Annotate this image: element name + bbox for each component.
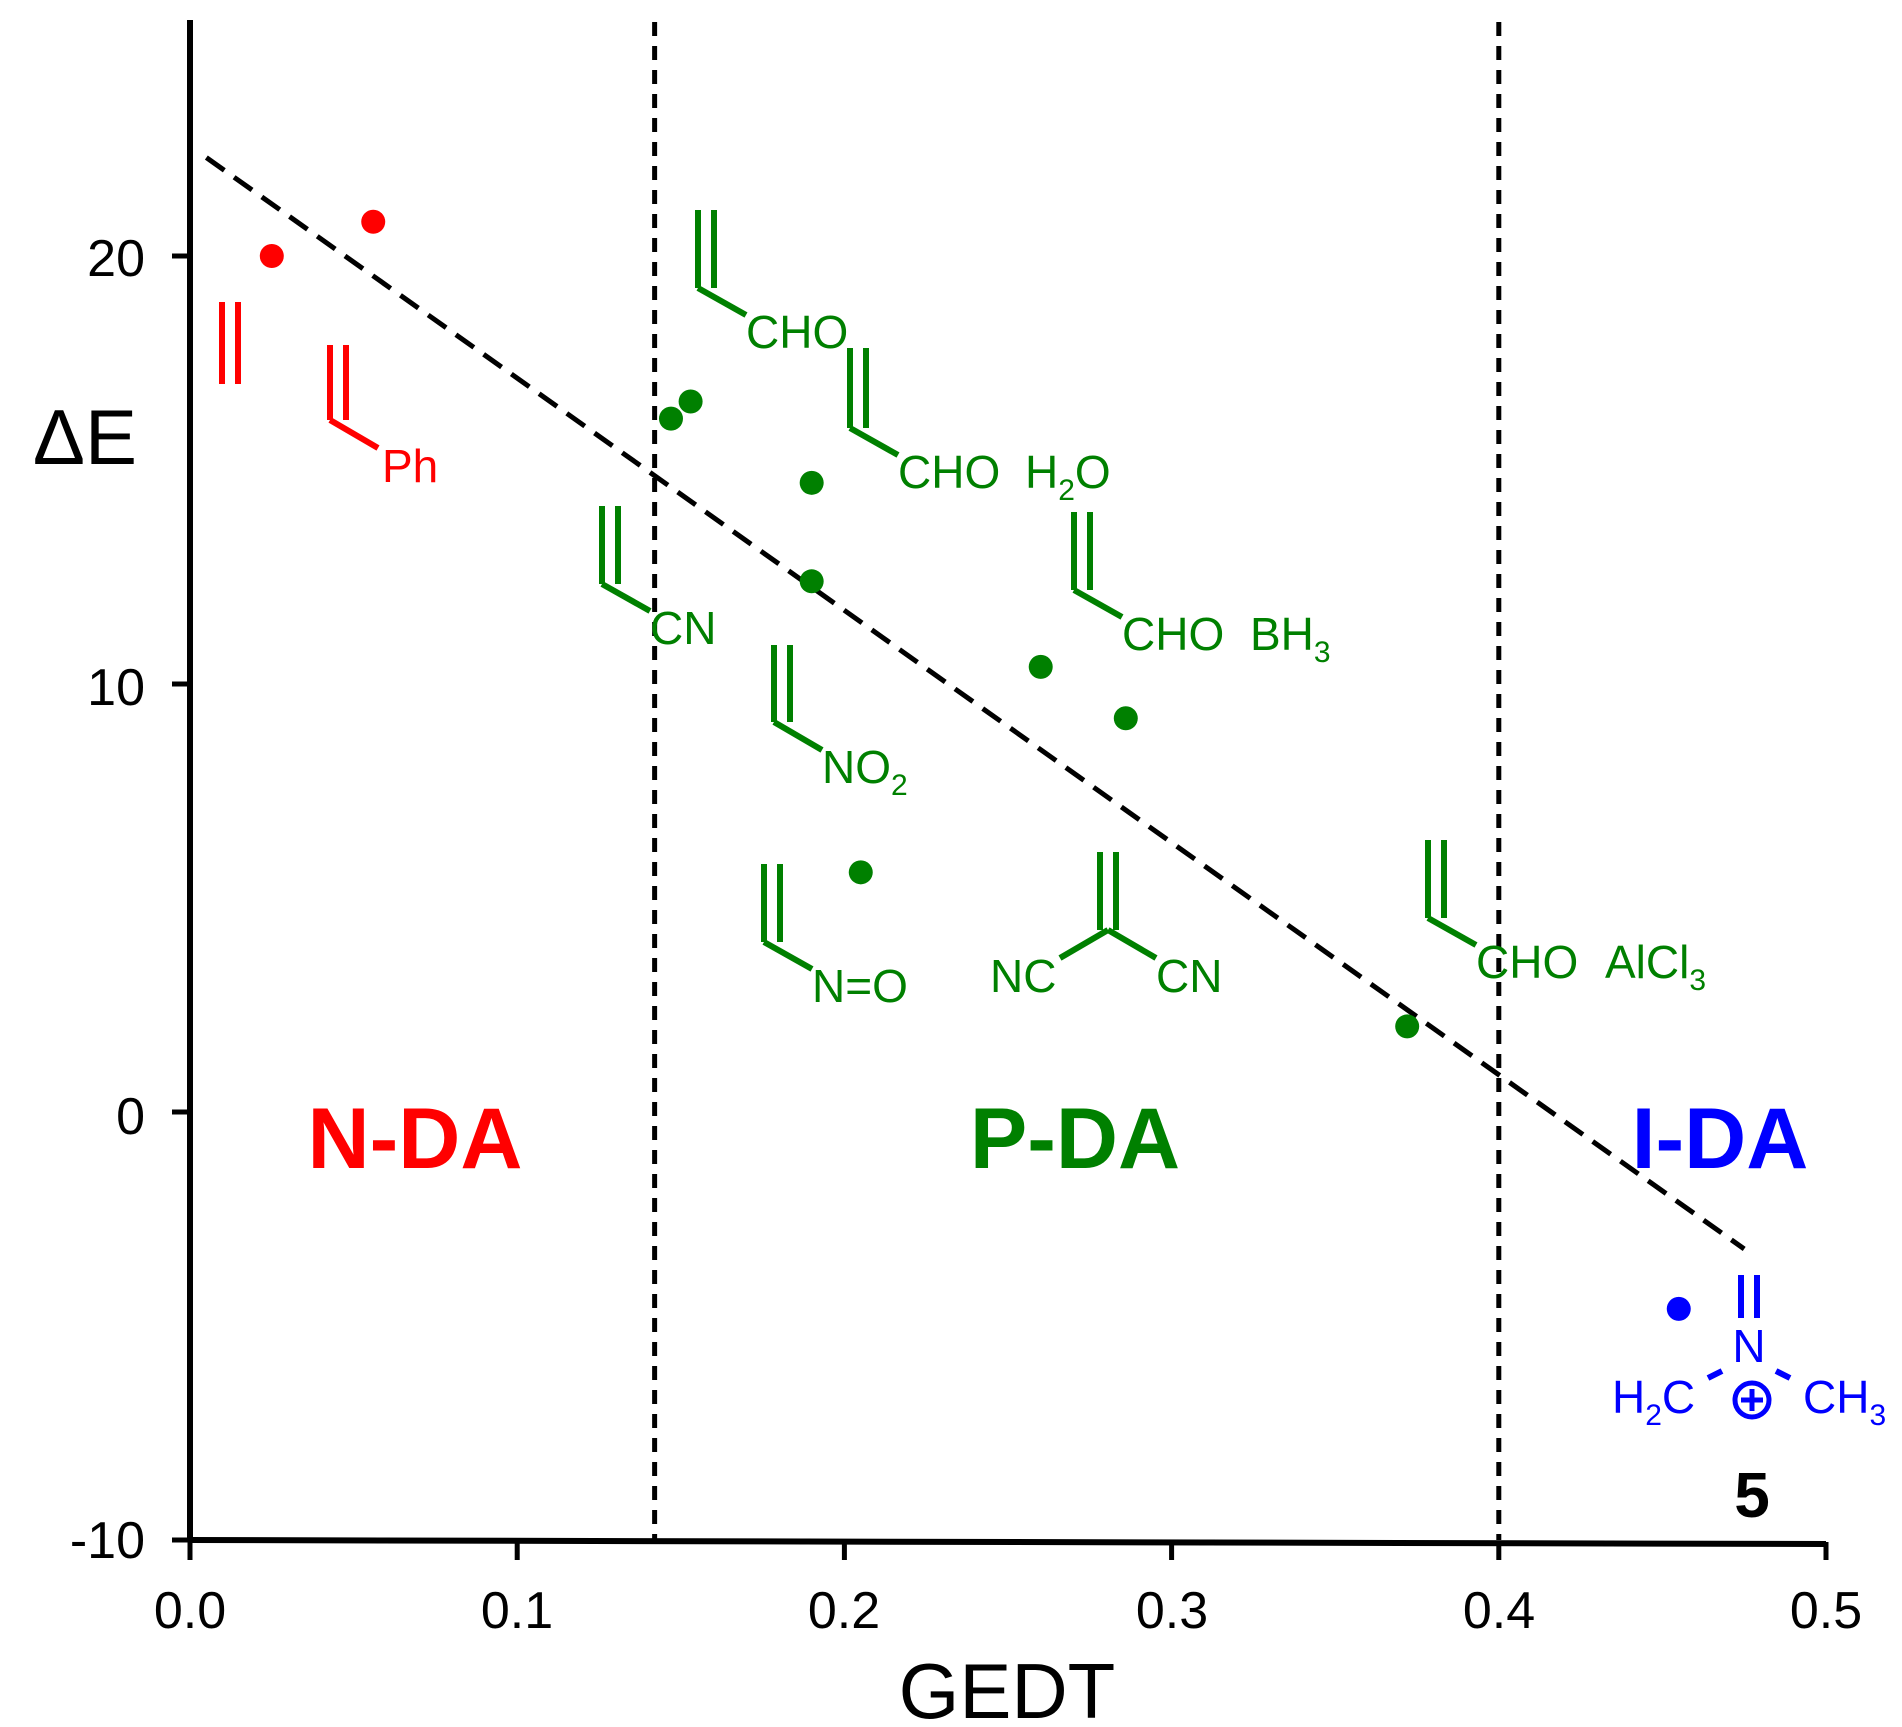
x-axis [189, 1537, 1827, 1547]
dicyanoethylene-structure: NC CN [990, 852, 1222, 1002]
acrolein-structure-1: CHO [695, 210, 848, 358]
region-label-i-da: I-DA [1632, 1091, 1809, 1187]
acrolein-alcl3-structure: CHO AlCl3 [1425, 840, 1706, 997]
data-point-p-da [799, 470, 824, 495]
no2-label: NO2 [822, 741, 908, 802]
x-tick-label: 0.2 [808, 1582, 880, 1640]
cn-label: CN [1156, 950, 1222, 1002]
ch3-label: CH3 [1803, 1371, 1886, 1432]
n-o-label: N=O [812, 960, 908, 1012]
x-tick-label: 0.1 [481, 1582, 553, 1640]
data-point-p-da [678, 389, 703, 414]
data-point-p-da [1113, 706, 1138, 731]
ph-label: Ph [382, 440, 438, 492]
x-tick-label: 0.5 [1790, 1582, 1862, 1640]
data-point-p-da [848, 860, 873, 885]
h2o-label: H2O [1025, 446, 1111, 507]
ethylene-structure [219, 302, 241, 384]
y-axis-title: ΔE [33, 393, 137, 481]
nc-label: NC [990, 950, 1056, 1002]
y-tick-label: 10 [87, 659, 145, 717]
bh3-label: BH3 [1250, 608, 1331, 669]
data-point-n-da [361, 209, 386, 234]
axis-ticks [172, 253, 1829, 1560]
acrolein-bh3-structure: CHO BH3 [1071, 512, 1331, 669]
styrene-structure: Ph [327, 345, 438, 492]
cho-label: CHO [746, 306, 848, 358]
y-tick-label: 0 [116, 1088, 145, 1146]
region-label-n-da: N-DA [308, 1091, 523, 1187]
positive-charge-icon [1732, 1380, 1772, 1420]
cn-label: CN [650, 602, 716, 654]
x-tick-label: 0.3 [1136, 1582, 1208, 1640]
x-tick-label: 0.4 [1463, 1582, 1535, 1640]
y-tick-label: 20 [87, 230, 145, 288]
data-point-p-da [658, 406, 683, 431]
data-point-p-da [1395, 1014, 1420, 1039]
x-axis-title: GEDT [899, 1647, 1116, 1727]
h2c-label: H2C [1612, 1371, 1695, 1432]
data-point-n-da [259, 244, 284, 268]
alcl3-label: AlCl3 [1605, 936, 1706, 997]
nitroethylene-structure: NO2 [771, 645, 908, 802]
acrylonitrile-structure: CN [599, 506, 716, 654]
cho-label: CHO [1122, 608, 1224, 660]
region-label-p-da: P-DA [970, 1091, 1180, 1187]
nitrosoethylene-structure: N=O [761, 864, 908, 1012]
iminium-structure: N H2C CH3 [1612, 1275, 1886, 1432]
cho-label: CHO [898, 446, 1000, 498]
trend-line [204, 155, 1746, 1251]
data-point-i-da [1666, 1296, 1691, 1321]
cho-label: CHO [1476, 936, 1578, 988]
x-tick-label: 0.0 [154, 1582, 226, 1640]
acrolein-h2o-structure: CHO H2O [847, 348, 1111, 507]
compound-number: 5 [1734, 1459, 1770, 1531]
data-points [259, 209, 1691, 1321]
n-atom-label: N [1732, 1320, 1765, 1372]
y-tick-label: -10 [70, 1512, 145, 1570]
data-point-p-da [1028, 654, 1053, 679]
data-point-p-da [799, 569, 824, 594]
